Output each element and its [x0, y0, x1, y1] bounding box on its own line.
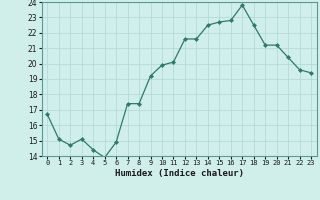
X-axis label: Humidex (Indice chaleur): Humidex (Indice chaleur)	[115, 169, 244, 178]
